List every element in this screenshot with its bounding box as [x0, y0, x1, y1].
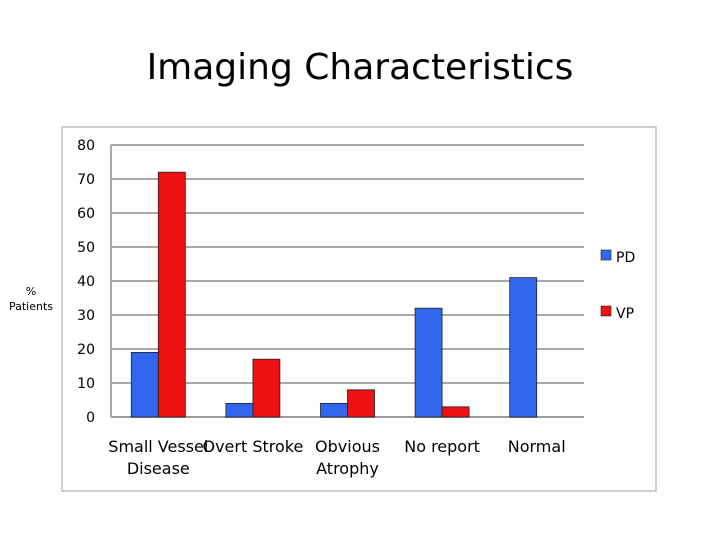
y-tick-label-0: 0	[86, 410, 95, 426]
legend-swatch-pd	[600, 249, 612, 261]
y-tick-label-10: 10	[77, 376, 95, 392]
y-axis-title: % Patients	[4, 284, 58, 314]
x-category-label-1: Overt Stroke	[202, 437, 303, 456]
x-category-label-4: Normal	[508, 437, 566, 456]
bar-pd-4	[509, 277, 538, 418]
slide-title: Imaging Characteristics	[146, 47, 574, 88]
legend-swatch-vp	[600, 305, 612, 317]
legend: PD VP	[600, 249, 635, 322]
y-axis-title-line-1: %	[25, 285, 37, 298]
bar-pd-1	[225, 402, 254, 418]
x-category-label-0: Small Vessel Disease	[108, 437, 208, 478]
y-tick-label-40: 40	[77, 274, 95, 290]
bar-pd-2	[320, 402, 348, 418]
x-category-label-3: No report	[404, 437, 480, 456]
y-tick-label-80: 80	[77, 138, 95, 154]
x-category-label-2: Obvious Atrophy	[315, 437, 380, 478]
legend-label-vp: VP	[616, 306, 634, 322]
bar-vp-1	[252, 358, 281, 418]
y-tick-label-20: 20	[77, 342, 95, 358]
y-tick-labels: 0 10 20 30 40 50 60 70 80	[77, 138, 95, 426]
y-tick-label-30: 30	[77, 308, 95, 324]
grid-layer	[110, 144, 584, 418]
y-tick-label-50: 50	[77, 240, 95, 256]
bar-pd-3	[414, 307, 443, 418]
y-tick-label-70: 70	[77, 172, 95, 188]
bar-vp-3	[441, 406, 470, 418]
bar-vp-2	[347, 389, 375, 418]
y-tick-label-60: 60	[77, 206, 95, 222]
legend-label-pd: PD	[616, 250, 635, 266]
bar-vp-0	[157, 171, 186, 418]
bar-pd-0	[130, 351, 159, 418]
bars-layer	[130, 171, 538, 418]
y-axis-title-line-2: Patients	[8, 300, 54, 313]
